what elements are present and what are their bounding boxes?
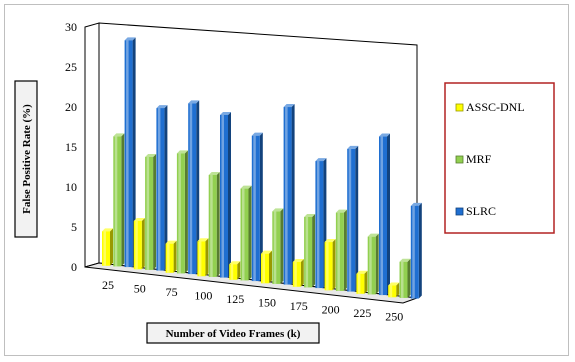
bar [188,100,200,275]
bar [165,240,177,273]
bar [292,258,304,287]
bar [220,111,231,278]
x-tick-label: 75 [166,285,178,299]
bar [240,185,252,281]
legend-swatch [455,155,464,164]
bar [347,145,359,292]
bar [113,133,125,267]
x-tick-label: 250 [385,309,403,323]
x-tick-label: 125 [226,292,244,306]
y-tick-label: 25 [65,60,77,74]
chart-frame: 0 5 10 15 20 25 30 25 50 75 100 125 150 175 200 225 250… [4,4,569,356]
bars [102,37,422,299]
side-wall [84,22,100,268]
bar-chart: 0 5 10 15 20 25 30 25 50 75 100 125 150 175 200 225 250… [14,20,555,344]
legend-label: SLRC [466,204,496,218]
bar [272,208,284,284]
legend: ASSC-DNL MRF SLRC [444,82,555,234]
x-tick-label: 200 [322,302,340,316]
bar [197,238,209,277]
bar [367,233,379,295]
bar [145,153,157,270]
bar [102,228,113,266]
bar [156,105,168,271]
x-tick-label: 50 [134,281,146,295]
y-tick-label: 5 [71,220,77,234]
bar [229,261,241,280]
legend-item: ASSC-DNL [455,100,525,114]
y-tick-label: 15 [65,140,77,154]
x-tick-label: 225 [353,306,371,320]
bar [176,150,188,274]
y-tick-label: 20 [65,100,77,114]
x-tick-label: 100 [194,288,212,302]
legend-item: SLRC [455,204,496,218]
y-axis-ticks: 0 5 10 15 20 25 30 [65,20,77,274]
bar [304,213,316,288]
legend-label: MRF [466,152,492,166]
bar [208,171,220,277]
bar [399,258,411,298]
bar [283,104,295,285]
bar [388,282,400,298]
y-tick-label: 10 [65,180,77,194]
x-axis-title-box: Number of Video Frames (k) [146,322,320,344]
y-tick-label: 0 [71,260,77,274]
bar [356,270,368,294]
x-axis-title: Number of Video Frames (k) [166,328,301,340]
bar [410,202,422,299]
bar [324,239,336,291]
y-axis-title-box: False Positive Rate (%) [14,80,38,238]
bar [379,133,390,296]
x-tick-label: 150 [258,295,276,309]
y-tick-label: 30 [65,20,77,34]
legend-swatch [455,207,464,216]
bar [335,209,347,291]
legend-label: ASSC-DNL [466,100,525,114]
x-tick-label: 175 [290,299,308,313]
y-axis-title: False Positive Rate (%) [21,104,33,214]
legend-swatch [455,103,464,112]
legend-item: MRF [455,152,492,166]
bar [124,37,136,268]
bar [261,250,272,284]
x-tick-label: 25 [102,278,114,292]
bar [133,217,145,270]
x-axis-ticks: 25 50 75 100 125 150 175 200 225 250 [102,278,403,324]
bar [251,132,263,282]
